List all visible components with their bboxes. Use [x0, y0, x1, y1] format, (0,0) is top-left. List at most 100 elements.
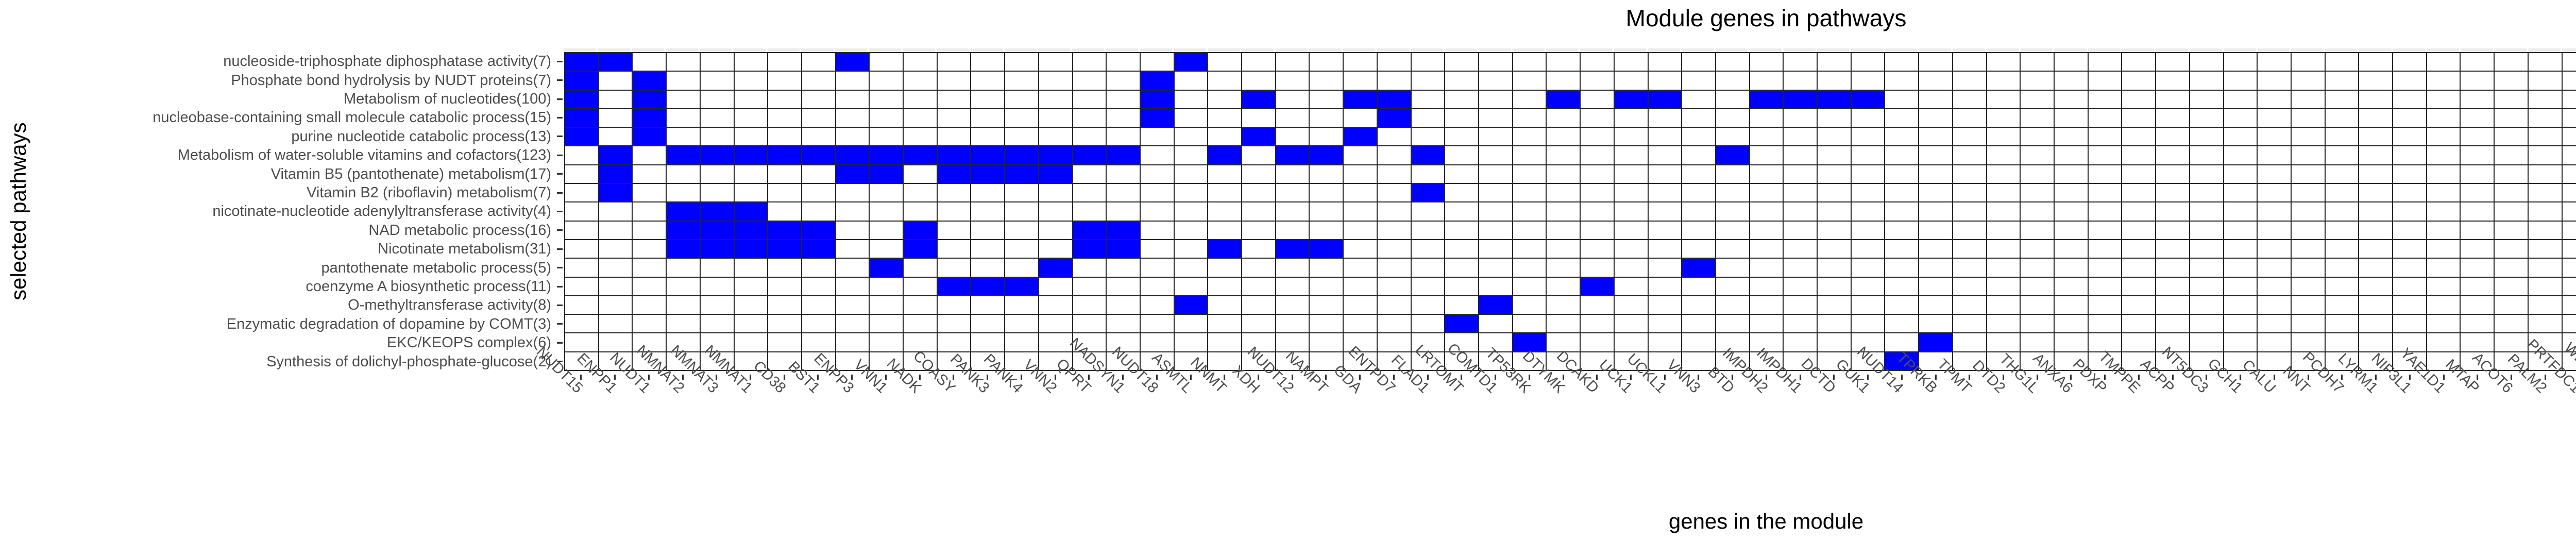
- heatmap-cell: [1377, 90, 1411, 108]
- x-axis-tick: [2104, 375, 2106, 380]
- heatmap-cell: [1547, 128, 1580, 146]
- heatmap-cell: [1851, 296, 1885, 314]
- heatmap-cell: [836, 240, 869, 258]
- heatmap-cell: [1140, 72, 1174, 90]
- heatmap-cell: [1377, 259, 1411, 277]
- y-axis-tick: [557, 116, 563, 119]
- heatmap-cell: [1987, 202, 2020, 221]
- heatmap-cell: [700, 109, 734, 127]
- heatmap-cell: [1174, 165, 1208, 183]
- heatmap-cell: [565, 202, 598, 221]
- heatmap-cell: [2359, 240, 2393, 258]
- heatmap-cell: [1411, 128, 1445, 146]
- heatmap-cell: [1919, 221, 1952, 239]
- heatmap-cell: [1344, 202, 1377, 221]
- heatmap-cell: [870, 259, 903, 277]
- heatmap-cell: [2562, 165, 2576, 183]
- heatmap-cell: [1445, 277, 1478, 295]
- heatmap-cell: [1716, 221, 1749, 239]
- heatmap-cell: [1479, 53, 1512, 71]
- heatmap-cell: [2359, 221, 2393, 239]
- heatmap-cell: [937, 146, 971, 164]
- heatmap-cell: [1242, 352, 1275, 370]
- heatmap-cell: [1581, 333, 1614, 351]
- heatmap-cell: [2461, 109, 2494, 127]
- heatmap-cell: [2393, 72, 2426, 90]
- heatmap-cell: [1716, 333, 1749, 351]
- heatmap-cell: [1005, 259, 1038, 277]
- heatmap-cell: [1885, 202, 1919, 221]
- heatmap-cell: [1953, 128, 1986, 146]
- heatmap-cell: [2427, 109, 2460, 127]
- heatmap-cell: [937, 53, 971, 71]
- heatmap-cell: [1682, 315, 1715, 333]
- heatmap-cell: [2393, 296, 2426, 314]
- heatmap-cell: [1513, 109, 1546, 127]
- heatmap-cell: [802, 352, 835, 370]
- heatmap-cell: [768, 72, 801, 90]
- heatmap-cell: [1614, 72, 1648, 90]
- heatmap-cell: [734, 259, 768, 277]
- heatmap-cell: [1344, 165, 1377, 183]
- heatmap-cell: [1208, 202, 1242, 221]
- heatmap-cell: [1039, 184, 1072, 202]
- x-axis-tick: [2036, 375, 2038, 380]
- heatmap-cell: [1919, 109, 1952, 127]
- heatmap-cell: [2291, 72, 2325, 90]
- heatmap-cell: [2427, 202, 2460, 221]
- heatmap-cell: [2359, 128, 2393, 146]
- heatmap-cell: [1073, 165, 1106, 183]
- heatmap-cell: [1784, 259, 1817, 277]
- heatmap-cell: [1174, 352, 1208, 370]
- heatmap-cell: [1344, 109, 1377, 127]
- heatmap-cell: [1784, 90, 1817, 108]
- heatmap-cell: [2427, 90, 2460, 108]
- heatmap-cell: [734, 315, 768, 333]
- y-axis-tick: [557, 248, 563, 250]
- heatmap-cell: [1682, 90, 1715, 108]
- heatmap-cell: [1411, 72, 1445, 90]
- y-axis-label: nucleobase-containing small molecule cat…: [152, 109, 551, 126]
- heatmap-cell: [1276, 165, 1309, 183]
- x-axis-tick: [2544, 375, 2546, 380]
- heatmap-cell: [802, 90, 835, 108]
- heatmap-cell: [2054, 184, 2088, 202]
- heatmap-cell: [971, 53, 1005, 71]
- heatmap-cell: [1818, 72, 1851, 90]
- heatmap-cell: [1784, 333, 1817, 351]
- heatmap-cell: [2528, 128, 2562, 146]
- heatmap-cell: [1107, 277, 1140, 295]
- heatmap-cell: [700, 352, 734, 370]
- heatmap-cell: [1276, 90, 1309, 108]
- heatmap-cell: [700, 72, 734, 90]
- heatmap-cell: [2258, 128, 2291, 146]
- heatmap-cell: [1445, 72, 1478, 90]
- heatmap-cell: [1140, 109, 1174, 127]
- heatmap-cell: [1344, 333, 1377, 351]
- heatmap-cell: [1073, 315, 1106, 333]
- heatmap-cell: [1107, 352, 1140, 370]
- heatmap-cell: [1784, 296, 1817, 314]
- heatmap-cell: [2054, 109, 2088, 127]
- heatmap-cell: [937, 128, 971, 146]
- heatmap-cell: [2461, 90, 2494, 108]
- heatmap-cell: [2291, 277, 2325, 295]
- heatmap-cell: [1784, 277, 1817, 295]
- heatmap-cell: [2258, 315, 2291, 333]
- heatmap-cell: [1411, 333, 1445, 351]
- heatmap-cell: [1174, 109, 1208, 127]
- heatmap-cell: [1208, 333, 1242, 351]
- heatmap-cell: [904, 240, 937, 258]
- heatmap-cell: [2156, 277, 2189, 295]
- heatmap-cell: [1276, 352, 1309, 370]
- heatmap-cell: [700, 128, 734, 146]
- heatmap-cell: [836, 90, 869, 108]
- heatmap-cell: [1073, 240, 1106, 258]
- heatmap-cell: [2325, 146, 2359, 164]
- x-axis-tick: [2375, 375, 2377, 380]
- heatmap-cell: [2495, 315, 2528, 333]
- heatmap-cell: [2359, 53, 2393, 71]
- heatmap-cell: [1073, 184, 1106, 202]
- heatmap-cell: [565, 277, 598, 295]
- heatmap-cell: [2495, 53, 2528, 71]
